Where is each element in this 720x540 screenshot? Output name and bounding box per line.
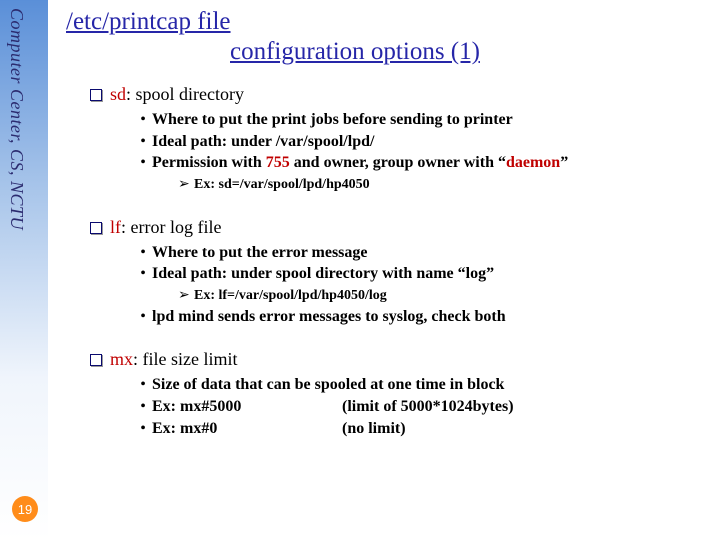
sidebar-gradient: Computer Center, CS, NCTU [0, 0, 48, 540]
quoted-text: log [466, 265, 486, 282]
section-sd: sd: spool directory •Where to put the pr… [90, 84, 710, 195]
bullet-col1: Ex: mx#5000 [152, 396, 342, 418]
bullet-dot-icon: • [134, 396, 152, 418]
sub-bullet-text: Ex: lf=/var/spool/lpd/hp4050/log [194, 288, 387, 303]
open-quote: “ [458, 265, 466, 282]
section-heading: sd: spool directory [90, 84, 710, 105]
bullet-text-prefix: Ideal path: under spool directory with n… [152, 265, 458, 282]
bullet-text: Ideal path: under /var/spool/lpd/ [152, 133, 374, 150]
bullet-item: •Ex: mx#0(no limit) [134, 418, 710, 440]
bullet-item: •lpd mind sends error messages to syslog… [134, 306, 710, 328]
section-heading: lf: error log file [90, 217, 710, 238]
slide-title-line2: configuration options (1) [230, 38, 710, 66]
sub-bullet-list: ➢Ex: lf=/var/spool/lpd/hp4050/log [178, 287, 710, 306]
bullet-item: •Ex: mx#5000(limit of 5000*1024bytes) [134, 396, 710, 418]
keyword-lf: lf [110, 217, 121, 237]
bullet-dot-icon: • [134, 418, 152, 440]
bullet-list: •Where to put the print jobs before send… [134, 109, 710, 195]
bullet-list: •Where to put the error message •Ideal p… [134, 242, 710, 328]
section-mx: mx: file size limit •Size of data that c… [90, 349, 710, 439]
bullet-col1: Ex: mx#0 [152, 418, 342, 440]
checkbox-icon [90, 89, 102, 101]
bullet-item: •Where to put the error message [134, 242, 710, 264]
red-text: daemon [506, 154, 560, 171]
bullet-list: •Size of data that can be spooled at one… [134, 374, 710, 439]
bullet-dot-icon: • [134, 152, 152, 174]
bullet-dot-icon: • [134, 306, 152, 328]
bullet-text: Where to put the print jobs before sendi… [152, 111, 513, 128]
section-heading: mx: file size limit [90, 349, 710, 370]
bullet-text: Where to put the error message [152, 244, 368, 261]
desc-text: : error log file [121, 217, 221, 237]
bullet-item: •Ideal path: under spool directory with … [134, 263, 710, 285]
bullet-text-mid: and owner, group owner with [290, 154, 498, 171]
checkbox-icon [90, 354, 102, 366]
bullet-dot-icon: • [134, 263, 152, 285]
bullet-dot-icon: • [134, 374, 152, 396]
bullet-item: •Permission with 755 and owner, group ow… [134, 152, 710, 174]
arrow-icon: ➢ [178, 287, 194, 306]
bullet-item: •Size of data that can be spooled at one… [134, 374, 710, 396]
bullet-text: lpd mind sends error messages to syslog,… [152, 308, 506, 325]
section-lf: lf: error log file •Where to put the err… [90, 217, 710, 328]
sub-bullet-text: Ex: sd=/var/spool/lpd/hp4050 [194, 177, 370, 192]
bullet-item: •Where to put the print jobs before send… [134, 109, 710, 131]
bullet-dot-icon: • [134, 131, 152, 153]
bullet-col2: (no limit) [342, 420, 406, 437]
red-text: 755 [266, 154, 290, 171]
slide-content: /etc/printcap file configuration options… [60, 8, 710, 439]
page-number-badge: 19 [12, 496, 38, 522]
bullet-col2: (limit of 5000*1024bytes) [342, 398, 514, 415]
bullet-item: •Ideal path: under /var/spool/lpd/ [134, 131, 710, 153]
bullet-dot-icon: • [134, 109, 152, 131]
arrow-icon: ➢ [178, 176, 194, 195]
desc-text: : spool directory [126, 84, 244, 104]
close-quote: ” [486, 265, 494, 282]
sidebar-label: Computer Center, CS, NCTU [6, 8, 27, 230]
sub-bullet-list: ➢Ex: sd=/var/spool/lpd/hp4050 [178, 176, 710, 195]
slide-title-line1: /etc/printcap file [66, 8, 710, 36]
bullet-dot-icon: • [134, 242, 152, 264]
sub-bullet-item: ➢Ex: lf=/var/spool/lpd/hp4050/log [178, 287, 710, 306]
bullet-text: Size of data that can be spooled at one … [152, 376, 504, 393]
close-quote: ” [560, 154, 568, 171]
keyword-mx: mx [110, 349, 133, 369]
checkbox-icon [90, 222, 102, 234]
open-quote: “ [498, 154, 506, 171]
desc-text: : file size limit [133, 349, 237, 369]
keyword-sd: sd [110, 84, 126, 104]
sub-bullet-item: ➢Ex: sd=/var/spool/lpd/hp4050 [178, 176, 710, 195]
bullet-text-prefix: Permission with [152, 154, 266, 171]
